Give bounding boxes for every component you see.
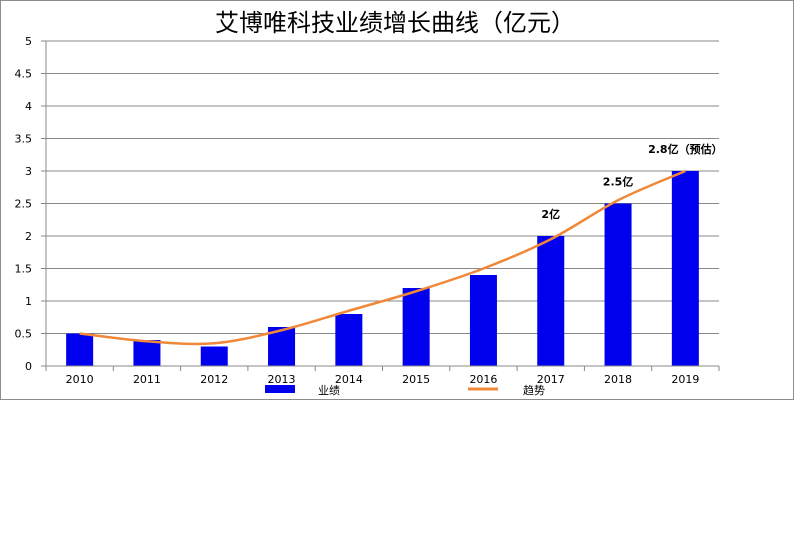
x-tick-label: 2014: [335, 373, 363, 386]
data-annotation: 2.5亿: [603, 175, 634, 189]
y-tick-label: 0.5: [15, 328, 33, 341]
axes: [41, 40, 720, 371]
x-tick-label: 2012: [200, 373, 228, 386]
legend-label-line: 趋势: [523, 384, 545, 397]
bar: [133, 340, 161, 366]
y-tick-label: 3: [25, 165, 32, 178]
y-tick-label: 1: [25, 295, 32, 308]
bar: [66, 333, 94, 366]
x-tick-label: 2017: [537, 373, 565, 386]
trend-line-path: [79, 169, 686, 346]
bar: [402, 288, 430, 366]
y-tick-label: 4: [25, 100, 32, 113]
y-tick-label: 5: [25, 35, 32, 48]
bars: [66, 171, 699, 366]
bar: [604, 203, 632, 366]
chart: 艾博唯科技业绩增长曲线（亿元） 0 0.5 1 1.5 2 2.5 3 3.5 4 4.5 5 20…: [15, 9, 723, 397]
annotations: 2亿 2.5亿 2.8亿（预估）: [541, 142, 722, 221]
trend-line: [79, 169, 686, 346]
y-tick-label: 3.5: [15, 133, 33, 146]
x-axis-ticks: 2010 2011 2012 2013 2014 2015 2016 2017 2018 2019: [66, 373, 700, 386]
y-tick-label: 0: [25, 360, 32, 373]
x-tick-label: 2013: [268, 373, 296, 386]
bar: [671, 171, 699, 366]
chart-title: 艾博唯科技业绩增长曲线（亿元）: [215, 9, 575, 37]
bar: [200, 346, 228, 366]
y-tick-label: 2.5: [15, 198, 33, 211]
x-tick-label: 2019: [671, 373, 699, 386]
legend-swatch-bar: [265, 385, 295, 393]
y-tick-label: 1.5: [15, 263, 33, 276]
x-tick-label: 2010: [66, 373, 94, 386]
bar: [469, 275, 497, 366]
legend-label-bar: 业绩: [318, 384, 340, 397]
x-tick-label: 2018: [604, 373, 632, 386]
data-annotation: 2亿: [541, 207, 560, 221]
x-tick-label: 2015: [402, 373, 430, 386]
legend: 业绩 趋势: [265, 384, 545, 397]
y-tick-label: 2: [25, 230, 32, 243]
y-tick-label: 4.5: [15, 68, 33, 81]
x-tick-label: 2011: [133, 373, 161, 386]
bar: [335, 314, 363, 366]
data-annotation: 2.8亿（预估）: [648, 142, 723, 156]
bar: [537, 236, 565, 366]
y-axis-ticks: 0 0.5 1 1.5 2 2.5 3 3.5 4 4.5 5: [15, 35, 33, 373]
x-tick-label: 2016: [469, 373, 497, 386]
